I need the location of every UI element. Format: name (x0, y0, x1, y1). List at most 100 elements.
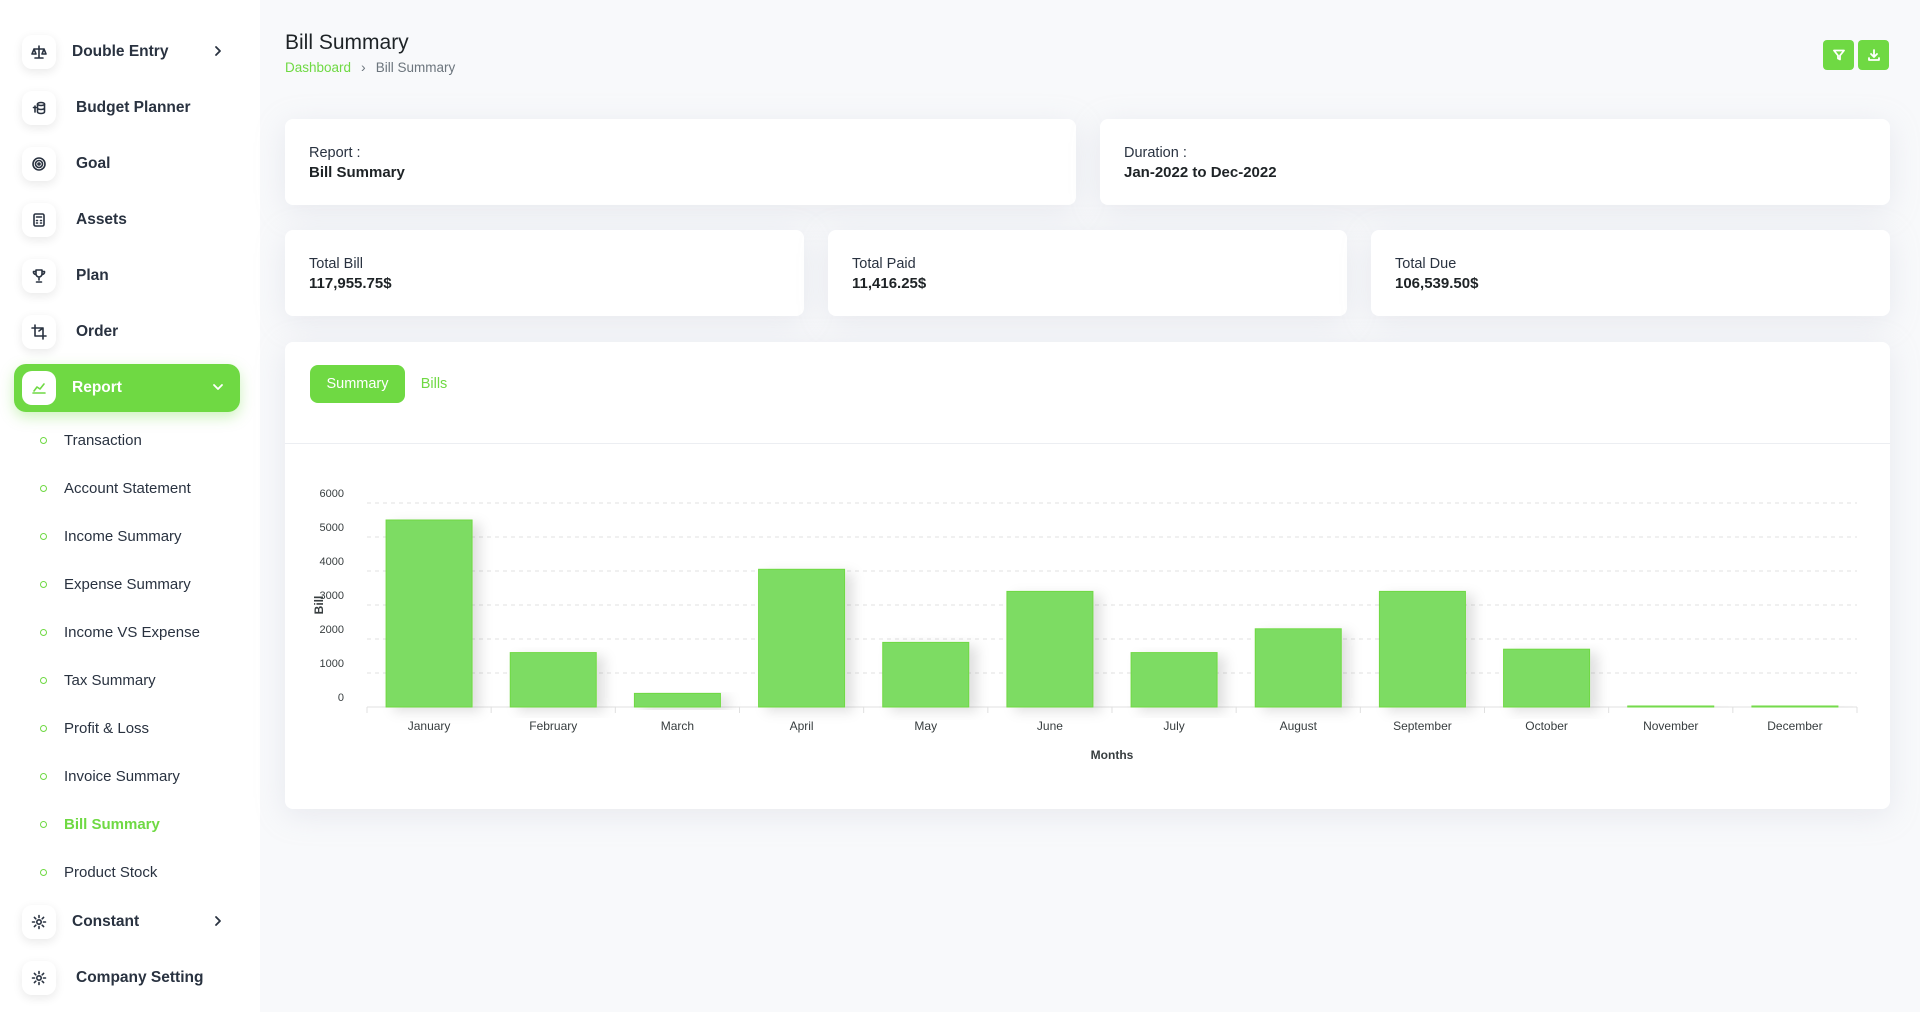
bullet-icon (40, 484, 47, 492)
x-tick-label: June (1037, 719, 1063, 733)
x-tick-label: August (1280, 719, 1318, 733)
sidebar-sub-account-statement[interactable]: Account Statement (40, 476, 191, 500)
x-tick-label: May (914, 719, 937, 733)
sidebar: Double Entry Budget Planner Goal Assets … (0, 0, 260, 1012)
y-axis-title: Bill (312, 596, 326, 615)
duration-info-card: Duration : Jan-2022 to Dec-2022 (1100, 119, 1890, 205)
sidebar-item-label: Assets (76, 211, 127, 228)
download-icon (1867, 49, 1880, 61)
filter-icon (1832, 49, 1845, 61)
bar-october (1503, 648, 1591, 708)
sidebar-item-label: Report (72, 379, 122, 396)
sidebar-item-label: Order (76, 323, 119, 340)
total-due-card: Total Due 106,539.50$ (1371, 230, 1890, 316)
sidebar-sub-invoice-summary[interactable]: Invoice Summary (40, 764, 180, 788)
bullet-icon (40, 532, 47, 540)
target-icon (22, 147, 56, 181)
bar-november (1627, 705, 1715, 708)
chevron-down-icon (210, 379, 226, 395)
sidebar-item-assets[interactable]: Assets (14, 196, 240, 244)
sidebar-sub-income-summary[interactable]: Income Summary (40, 524, 182, 548)
x-tick-label: November (1643, 719, 1698, 733)
bar-july (1130, 652, 1218, 708)
y-tick-label: 2000 (320, 624, 344, 636)
scale-icon (22, 35, 56, 69)
x-tick-label: April (790, 719, 814, 733)
total-due-value: 106,539.50$ (1395, 275, 1479, 292)
bar-december (1751, 705, 1839, 708)
chart-card (285, 342, 1890, 809)
bullet-icon (40, 676, 47, 684)
gear-icon (22, 905, 56, 939)
y-tick-label: 3000 (320, 590, 344, 602)
bullet-icon (40, 724, 47, 732)
filter-button[interactable] (1823, 40, 1854, 70)
sidebar-item-label: Budget Planner (76, 99, 191, 116)
coins-icon (22, 91, 56, 125)
sidebar-item-goal[interactable]: Goal (14, 140, 240, 188)
gear-icon (22, 961, 56, 995)
total-bill-card: Total Bill 117,955.75$ (285, 230, 804, 316)
sidebar-item-label: Goal (76, 155, 111, 172)
y-tick-label: 1000 (320, 658, 344, 670)
sidebar-item-company-setting[interactable]: Company Setting (14, 954, 240, 1002)
total-paid-value: 11,416.25$ (852, 275, 927, 292)
sidebar-item-order[interactable]: Order (14, 308, 240, 356)
sidebar-item-budget-planner[interactable]: Budget Planner (14, 84, 240, 132)
sidebar-sub-income-vs-expense[interactable]: Income VS Expense (40, 620, 200, 644)
bullet-icon (40, 580, 47, 588)
download-button[interactable] (1858, 40, 1889, 70)
x-tick-label: January (408, 719, 451, 733)
bar-may (882, 641, 970, 708)
total-paid-label: Total Paid (852, 256, 916, 272)
breadcrumb-dashboard-link[interactable]: Dashboard (285, 59, 352, 75)
sidebar-item-double-entry[interactable]: Double Entry (14, 28, 240, 76)
calculator-icon (22, 203, 56, 237)
trophy-icon (22, 259, 56, 293)
bar-march (633, 692, 721, 708)
sidebar-item-report[interactable]: Report (14, 364, 240, 412)
tab-bills[interactable]: Bills (420, 376, 448, 392)
bullet-icon (40, 868, 47, 876)
sidebar-sub-transaction[interactable]: Transaction (40, 428, 142, 452)
breadcrumb-current: Bill Summary (375, 59, 456, 75)
sidebar-item-label: Double Entry (72, 43, 169, 60)
sidebar-sub-bill-summary[interactable]: Bill Summary (40, 812, 160, 836)
tab-divider (285, 443, 1890, 444)
chart-line-icon (22, 371, 56, 405)
x-tick-label: July (1163, 719, 1184, 733)
bullet-icon (40, 820, 47, 828)
crop-icon (22, 315, 56, 349)
bullet-icon (40, 436, 47, 444)
x-tick-label: March (661, 719, 694, 733)
sidebar-sub-tax-summary[interactable]: Tax Summary (40, 668, 156, 692)
bar-august (1254, 628, 1342, 708)
sidebar-item-plan[interactable]: Plan (14, 252, 240, 300)
sidebar-sub-product-stock[interactable]: Product Stock (40, 860, 157, 884)
bullet-icon (40, 628, 47, 636)
sidebar-item-label: Plan (76, 267, 109, 284)
breadcrumb: Dashboard › Bill Summary (285, 59, 455, 75)
chevron-right-icon (210, 913, 226, 929)
bill-summary-chart: 0 1000 2000 3000 4000 5000 6000 January February… (312, 488, 1858, 762)
total-due-label: Total Due (1395, 256, 1457, 272)
x-tick-label: September (1393, 719, 1452, 733)
bar-april (758, 568, 846, 708)
report-value: Bill Summary (309, 164, 405, 181)
sidebar-sub-profit-loss[interactable]: Profit & Loss (40, 716, 149, 740)
bar-september (1378, 590, 1466, 708)
sidebar-sub-expense-summary[interactable]: Expense Summary (40, 572, 191, 596)
bar-february (509, 652, 597, 708)
sidebar-item-constant[interactable]: Constant (14, 898, 240, 946)
chevron-right-icon: › (361, 59, 366, 75)
page-title: Bill Summary (285, 31, 409, 54)
bullet-icon (40, 772, 47, 780)
bar-january (385, 519, 473, 708)
report-info-card: Report : Bill Summary (285, 119, 1076, 205)
tab-summary[interactable]: Summary (310, 365, 405, 403)
x-tick-label: December (1767, 719, 1822, 733)
chevron-right-icon (210, 43, 226, 59)
duration-label: Duration : (1124, 145, 1187, 161)
x-axis-title: Months (1091, 748, 1134, 762)
y-tick-label: 4000 (320, 556, 344, 568)
